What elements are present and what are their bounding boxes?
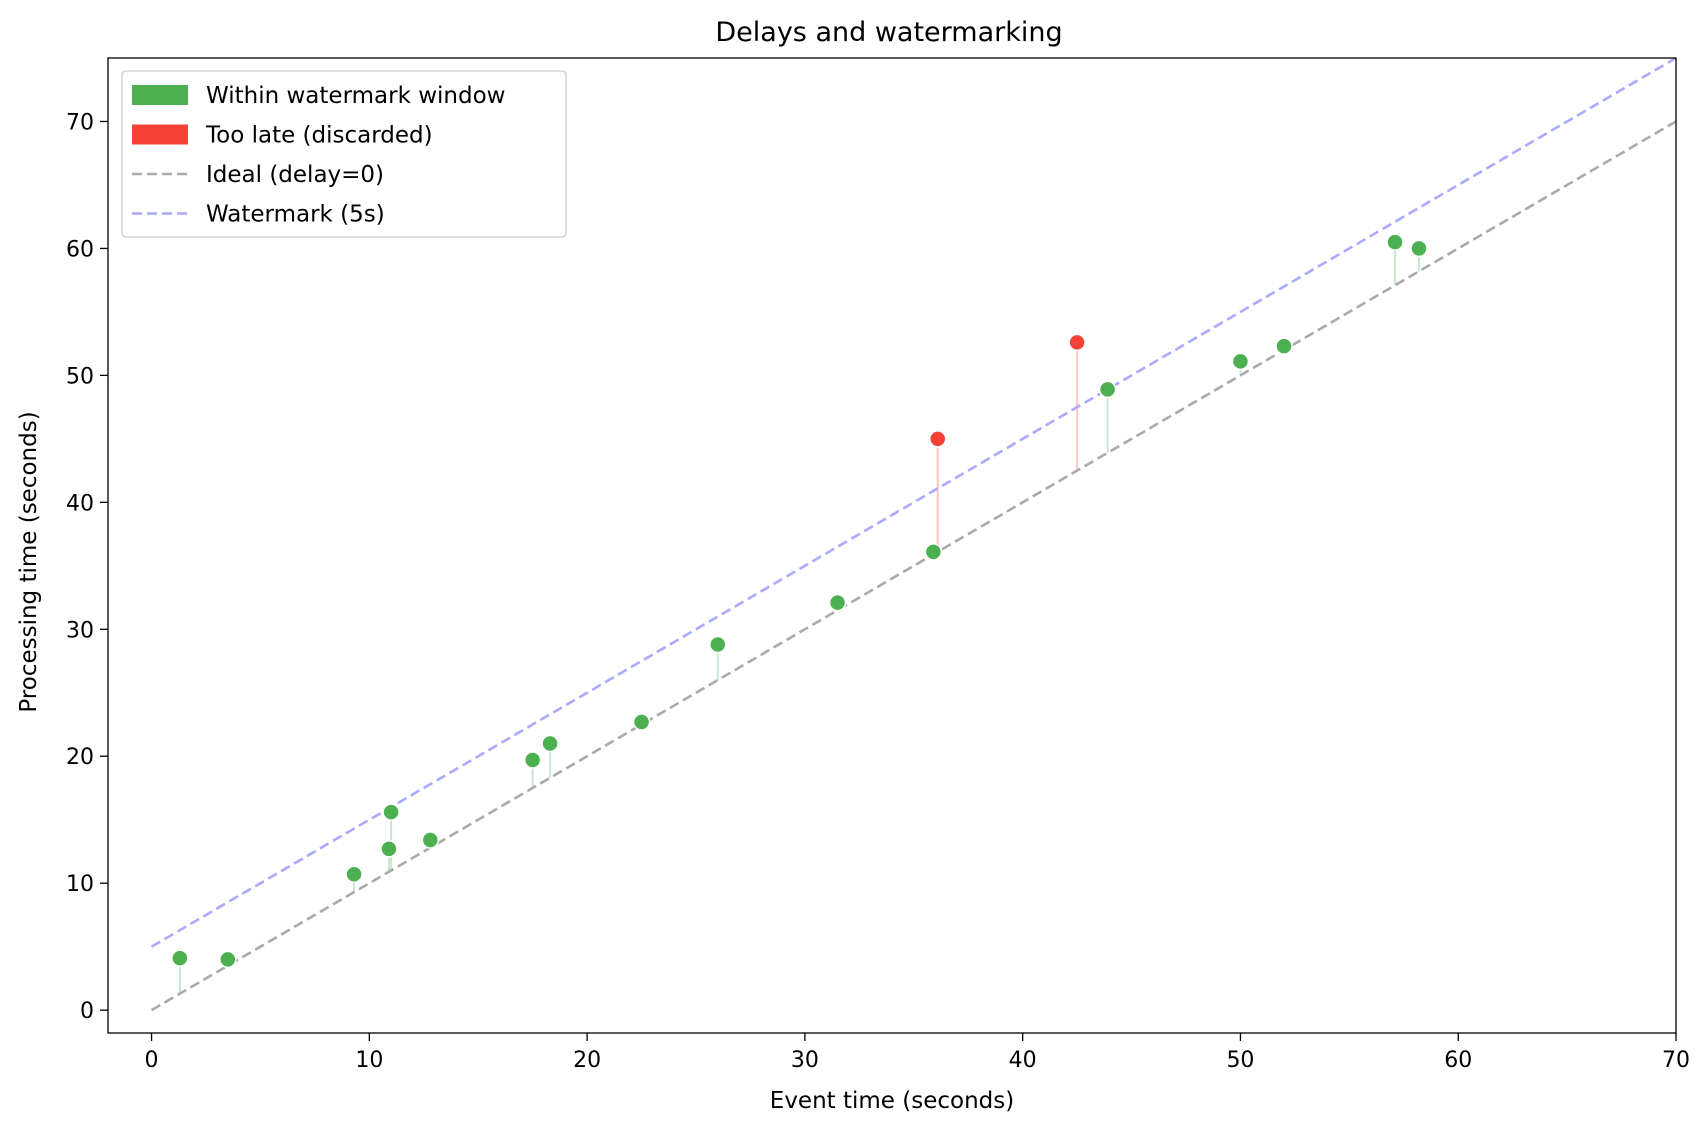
on-time-point	[924, 543, 943, 561]
on-time-point	[1275, 337, 1293, 355]
y-tick-label: 30	[66, 618, 94, 643]
x-tick-label: 0	[145, 1048, 159, 1073]
on-time-point	[421, 831, 440, 849]
on-time-point	[541, 734, 559, 753]
on-time-point	[219, 950, 237, 969]
legend-label: Watermark (5s)	[206, 202, 385, 228]
y-tick-label: 20	[66, 745, 94, 770]
x-axis-ticks: 0 10 20 30 40 50 60 70	[145, 1033, 1690, 1073]
y-tick-label: 40	[66, 491, 94, 516]
late-point	[1068, 333, 1086, 352]
x-tick-label: 20	[573, 1048, 601, 1073]
y-tick-label: 10	[66, 872, 94, 897]
x-tick-label: 50	[1226, 1048, 1254, 1073]
x-tick-label: 10	[355, 1048, 383, 1073]
on-time-point	[1386, 233, 1404, 251]
y-axis-label: Processing time (seconds)	[16, 411, 42, 712]
delay-stems	[178, 242, 1421, 994]
ideal-line	[150, 120, 1676, 1012]
legend-label: Within watermark window	[206, 83, 505, 109]
on-time-point	[380, 840, 398, 858]
legend-swatch	[132, 85, 188, 105]
x-axis-label: Event time (seconds)	[770, 1088, 1014, 1114]
on-time-point	[382, 803, 400, 821]
plot-frame	[107, 57, 1677, 1034]
legend-label: Ideal (delay=0)	[206, 162, 384, 188]
on-time-point	[828, 593, 847, 612]
legend-label: Too late (discarded)	[205, 123, 433, 149]
late-point	[928, 430, 947, 448]
on-time-point	[632, 713, 651, 731]
x-tick-label: 30	[791, 1048, 819, 1073]
legend-box	[121, 70, 567, 238]
on-time-point	[1410, 239, 1428, 258]
on-time-point	[1098, 380, 1117, 399]
y-axis-ticks: 0 10 20 30 40 50 60 70	[66, 110, 108, 1024]
x-tick-label: 40	[1009, 1048, 1037, 1073]
legend-swatch	[132, 124, 188, 145]
legend: Within watermark window Too late (discard…	[121, 70, 567, 238]
watermark-line	[150, 58, 1676, 948]
data-points	[171, 233, 1428, 969]
on-time-point	[709, 635, 727, 654]
on-time-point	[523, 751, 542, 769]
chart-title: Delays and watermarking	[715, 17, 1062, 48]
y-tick-label: 60	[66, 237, 94, 262]
y-tick-label: 70	[66, 110, 94, 135]
reference-lines	[150, 58, 1676, 1012]
y-tick-label: 0	[80, 999, 94, 1024]
on-time-point	[1231, 352, 1250, 371]
on-time-point	[171, 949, 189, 967]
x-tick-label: 70	[1662, 1048, 1690, 1073]
on-time-point	[345, 865, 363, 884]
y-tick-label: 50	[66, 364, 94, 389]
x-tick-label: 60	[1444, 1048, 1472, 1073]
